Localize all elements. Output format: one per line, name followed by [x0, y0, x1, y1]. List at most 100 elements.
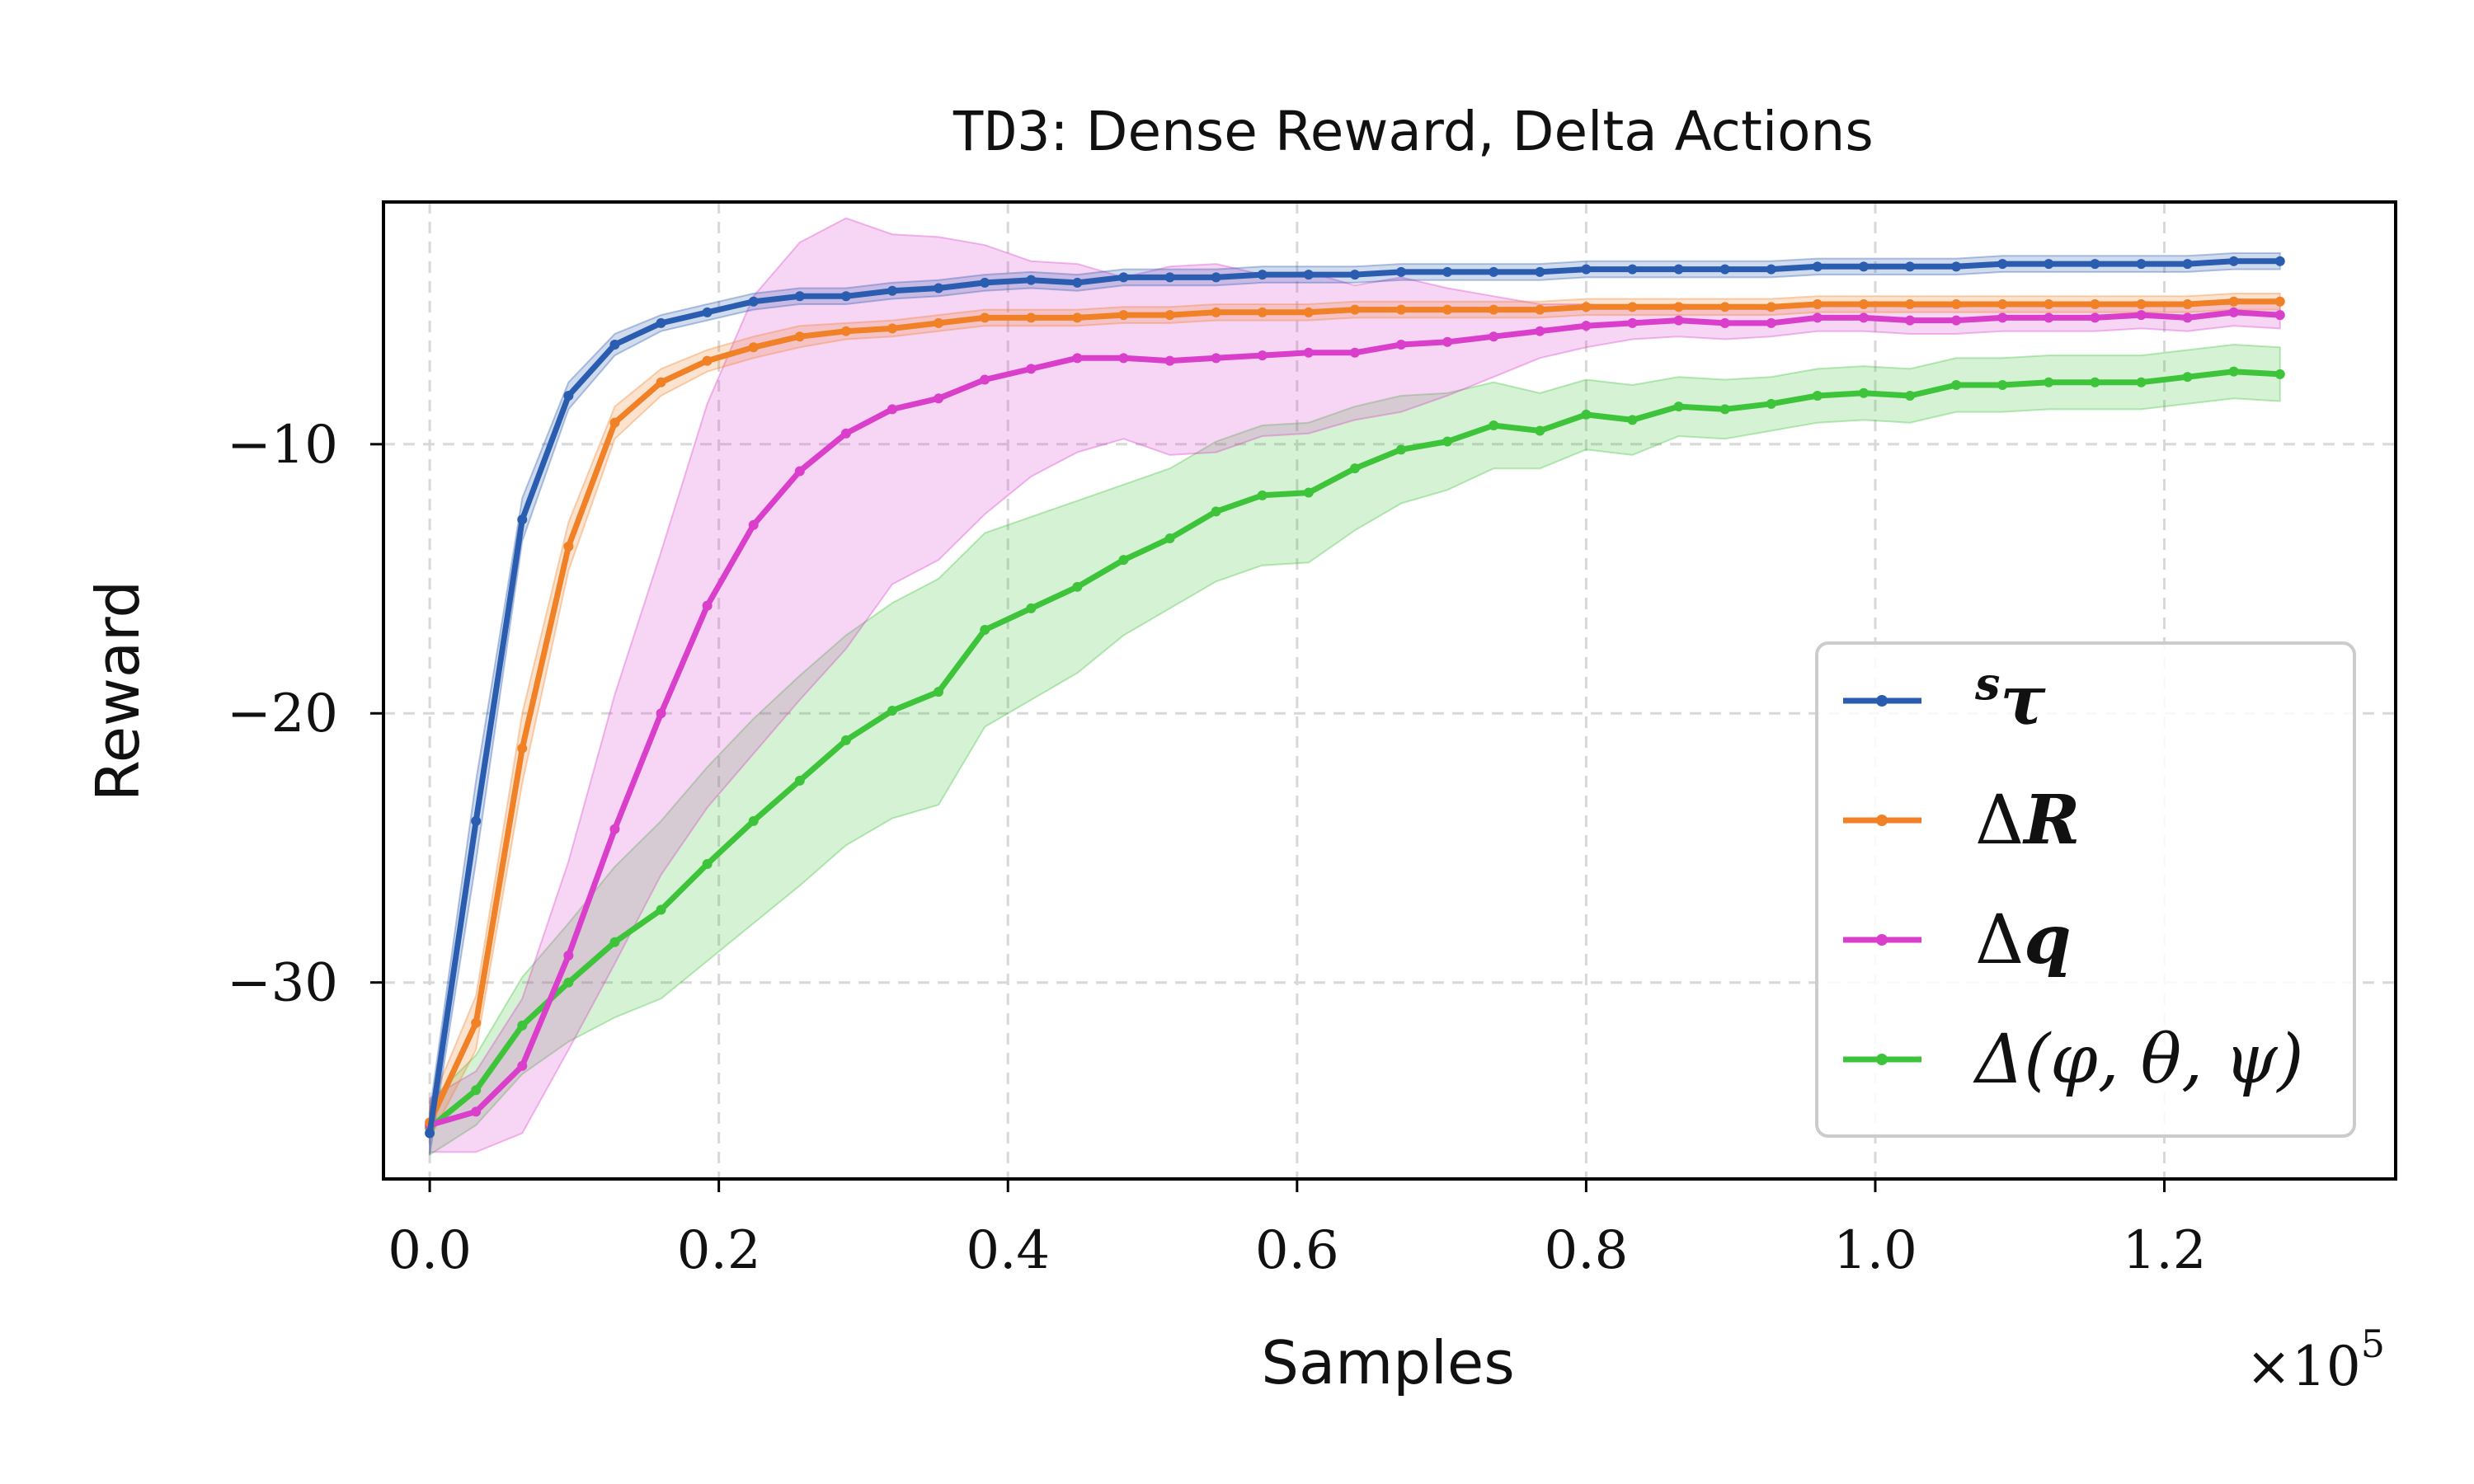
point-series-0-18 [1257, 270, 1268, 280]
point-series-1-7 [748, 342, 759, 353]
point-series-0-31 [1858, 261, 1869, 272]
band-series-2 [429, 217, 2281, 1153]
point-series-1-33 [1951, 299, 1962, 310]
y-tick-label-2: −10 [227, 415, 338, 476]
series-lines [425, 256, 2285, 1139]
point-series-3-35 [2044, 377, 2054, 387]
point-series-0-29 [1766, 264, 1776, 275]
point-series-3-18 [1257, 490, 1268, 500]
point-series-1-40 [2274, 296, 2285, 307]
point-series-1-38 [2182, 299, 2193, 310]
point-series-2-9 [840, 428, 851, 439]
point-series-2-22 [1442, 336, 1453, 347]
point-series-2-10 [887, 404, 898, 415]
point-series-2-28 [1719, 317, 1730, 328]
point-series-2-18 [1257, 350, 1268, 361]
point-series-1-22 [1442, 304, 1453, 315]
point-series-3-1 [471, 1085, 482, 1096]
point-series-2-25 [1581, 321, 1592, 331]
point-series-1-18 [1257, 307, 1268, 317]
point-series-3-11 [934, 687, 944, 697]
legend-label-1: ΔR [1975, 781, 2080, 860]
y-axis-ticks: −30 −20 −10 [227, 415, 383, 1014]
point-series-3-31 [1858, 387, 1869, 398]
point-series-0-15 [1118, 272, 1129, 283]
point-series-2-23 [1489, 331, 1499, 342]
point-series-0-37 [2136, 259, 2147, 270]
point-series-2-2 [517, 1060, 528, 1071]
point-series-0-6 [702, 307, 713, 317]
point-series-3-34 [1997, 379, 2008, 390]
plot-frame [382, 200, 2397, 1181]
point-series-1-36 [2090, 299, 2100, 310]
y-tick-label-0: −30 [227, 953, 338, 1014]
point-series-1-27 [1673, 302, 1684, 312]
x-tick-label-0: 0.0 [388, 1220, 472, 1281]
x-tick-label-2: 0.4 [966, 1220, 1050, 1281]
point-series-3-19 [1303, 487, 1314, 498]
point-series-3-8 [794, 775, 805, 786]
point-series-1-5 [656, 377, 666, 387]
chart-title-prefix: TD3 [952, 100, 1050, 163]
point-series-3-36 [2090, 377, 2100, 387]
x-tick-label-6: 1.2 [2123, 1220, 2207, 1281]
point-series-0-1 [471, 815, 482, 826]
point-series-0-19 [1303, 270, 1314, 280]
point-series-0-27 [1673, 264, 1684, 275]
point-series-3-7 [748, 815, 759, 826]
point-series-0-11 [934, 283, 944, 294]
point-series-3-4 [609, 937, 620, 947]
point-series-0-24 [1535, 266, 1545, 277]
point-series-1-11 [934, 317, 944, 328]
point-series-1-14 [1072, 312, 1083, 323]
point-series-3-33 [1951, 379, 1962, 390]
point-series-3-21 [1396, 444, 1407, 455]
point-series-0-40 [2274, 256, 2285, 266]
point-series-2-8 [794, 466, 805, 477]
point-series-0-28 [1719, 264, 1730, 275]
point-series-1-20 [1349, 304, 1360, 315]
point-series-2-13 [1026, 364, 1037, 374]
legend-label-3: Δ(φ, θ, ψ) [1973, 1021, 2304, 1099]
point-series-0-34 [1997, 259, 2008, 270]
point-series-2-7 [748, 519, 759, 530]
point-series-1-16 [1164, 310, 1175, 321]
y-axis-label: Reward [83, 580, 153, 801]
point-series-0-33 [1951, 261, 1962, 272]
point-series-0-32 [1905, 261, 1916, 272]
point-series-1-6 [702, 355, 713, 366]
point-series-2-34 [1997, 312, 2008, 323]
point-series-2-38 [2182, 312, 2193, 323]
point-series-1-1 [471, 1017, 482, 1028]
point-series-1-39 [2228, 296, 2239, 307]
point-series-0-17 [1211, 272, 1221, 283]
point-series-1-4 [609, 417, 620, 428]
point-series-0-4 [609, 340, 620, 350]
point-series-1-30 [1812, 299, 1823, 310]
point-series-1-13 [1026, 312, 1037, 323]
point-series-1-37 [2136, 299, 2147, 310]
point-series-1-15 [1118, 310, 1129, 321]
point-series-0-5 [656, 317, 666, 328]
point-series-2-24 [1535, 326, 1545, 336]
point-series-1-24 [1535, 304, 1545, 315]
x-axis-label: Samples [1261, 1328, 1514, 1397]
point-series-3-27 [1673, 402, 1684, 412]
point-series-2-21 [1396, 340, 1407, 350]
legend-box [1815, 641, 2356, 1138]
x-tick-label-1: 0.2 [677, 1220, 761, 1281]
point-series-3-30 [1812, 391, 1823, 402]
point-series-3-32 [1905, 391, 1916, 402]
point-series-2-20 [1349, 347, 1360, 358]
point-series-2-29 [1766, 317, 1776, 328]
point-series-2-14 [1072, 353, 1083, 364]
point-series-0-25 [1581, 264, 1592, 275]
point-series-2-39 [2228, 307, 2239, 317]
point-series-1-17 [1211, 307, 1221, 317]
point-series-0-26 [1627, 264, 1638, 275]
point-series-3-15 [1118, 555, 1129, 566]
point-series-3-26 [1627, 415, 1638, 425]
point-series-0-21 [1396, 266, 1407, 277]
point-series-3-3 [563, 977, 574, 988]
